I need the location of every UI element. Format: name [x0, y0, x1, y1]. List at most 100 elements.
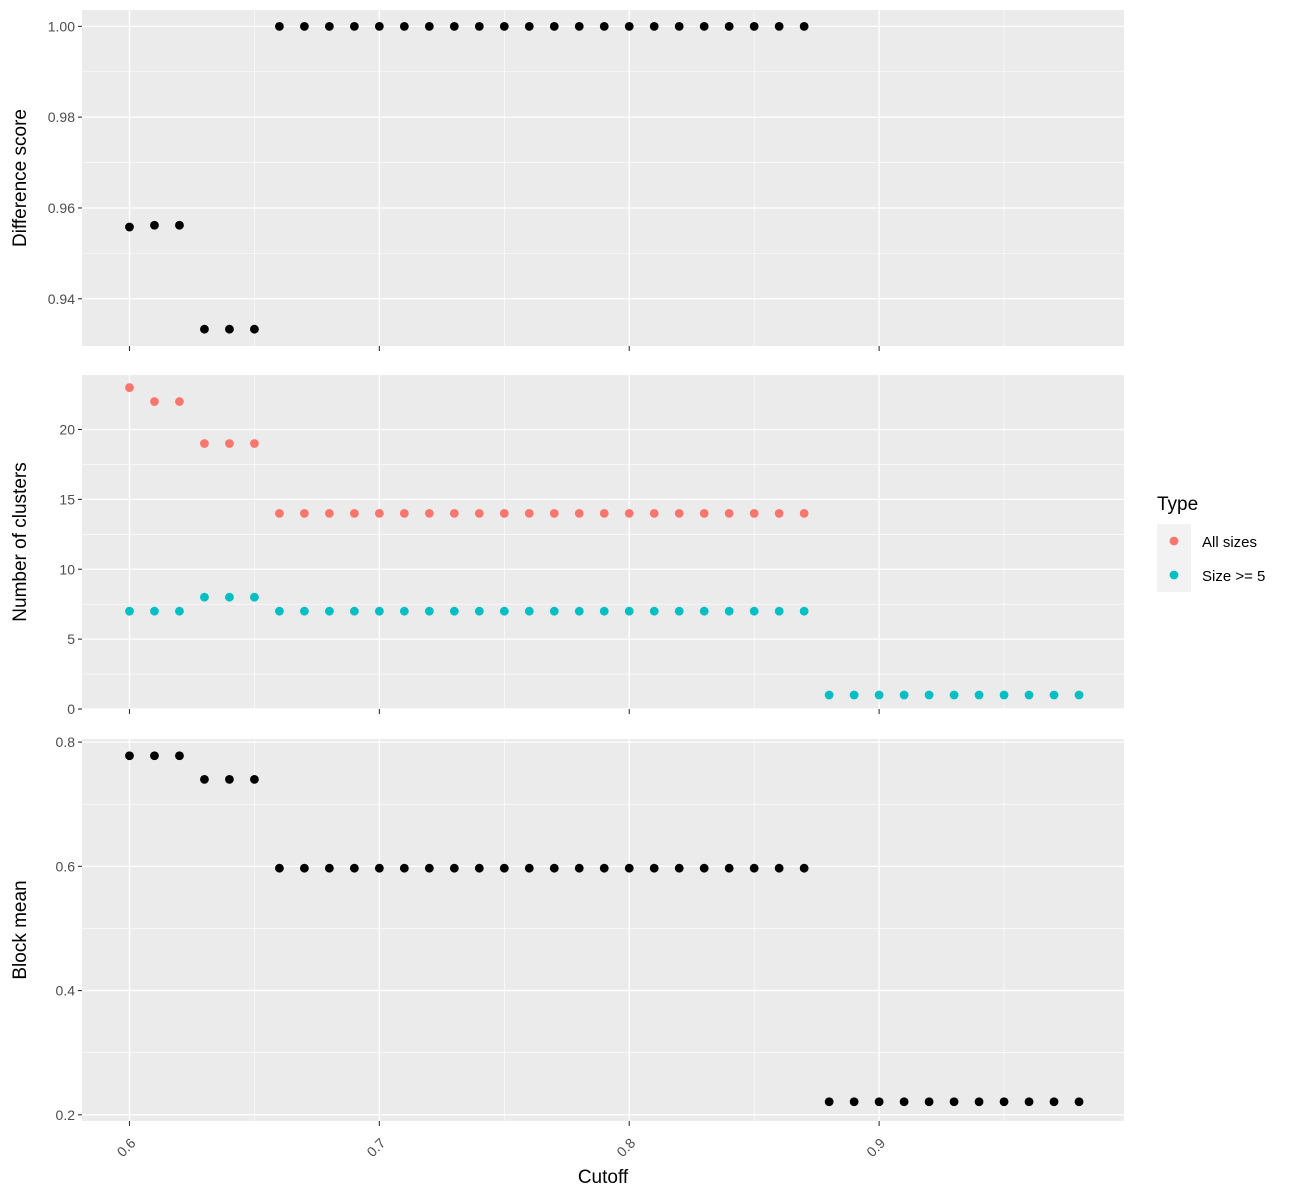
y-tick-label: 1.00	[48, 18, 75, 34]
data-point	[624, 21, 634, 31]
data-point	[299, 606, 309, 616]
data-point	[424, 863, 434, 873]
data-point	[549, 508, 559, 518]
data-point	[125, 222, 134, 232]
y-tick-label: 0.4	[56, 983, 76, 999]
data-point	[824, 1097, 834, 1107]
data-point	[1024, 1097, 1034, 1107]
data-point	[499, 508, 509, 518]
data-point	[724, 508, 734, 518]
data-point	[974, 1097, 984, 1107]
data-point	[474, 863, 484, 873]
data-point	[774, 863, 784, 873]
data-point	[799, 606, 809, 616]
panel-background	[82, 739, 1124, 1121]
data-point	[574, 606, 584, 616]
data-point	[624, 508, 634, 518]
data-point	[974, 690, 984, 700]
data-point	[474, 21, 484, 31]
x-axis: 0.6 0.7 0.8 0.9	[114, 1135, 889, 1160]
series-clusters-0	[125, 383, 809, 518]
data-point	[150, 397, 159, 406]
data-point	[924, 690, 934, 700]
data-point	[849, 690, 859, 700]
data-point	[324, 606, 334, 616]
x-axis-title: Cutoff	[578, 1167, 629, 1188]
data-point	[649, 863, 659, 873]
data-point	[574, 863, 584, 873]
data-point	[1049, 1097, 1059, 1107]
data-point	[275, 863, 284, 873]
data-point	[250, 324, 259, 334]
data-point	[524, 606, 534, 616]
y-tick-label: 0.94	[48, 291, 75, 307]
legend: Type All sizes Size >= 5	[1157, 494, 1265, 592]
data-point	[599, 606, 609, 616]
data-point	[125, 606, 134, 616]
y-tick-label: 20	[59, 422, 75, 438]
y-tick-label: 0	[67, 701, 75, 717]
x-tick-label: 0.8	[613, 1135, 638, 1160]
data-point	[225, 592, 234, 602]
data-point	[125, 383, 134, 392]
data-point	[774, 508, 784, 518]
data-point	[175, 751, 184, 761]
data-point	[549, 21, 559, 31]
data-point	[324, 863, 334, 873]
data-point	[874, 690, 884, 700]
data-point	[674, 21, 684, 31]
data-point	[399, 508, 409, 518]
data-point	[599, 508, 609, 518]
data-point	[949, 1097, 959, 1107]
data-point	[699, 21, 709, 31]
data-point	[175, 606, 184, 616]
data-point	[349, 606, 359, 616]
series-clusters-1	[125, 592, 1084, 700]
y-tick-label: 0.8	[56, 734, 76, 750]
data-point	[549, 606, 559, 616]
data-point	[200, 324, 209, 334]
data-point	[899, 690, 909, 700]
data-point	[399, 863, 409, 873]
data-point	[1074, 1097, 1084, 1107]
data-point	[200, 439, 209, 448]
y-tick-label: 0.96	[48, 200, 75, 216]
data-point	[449, 606, 459, 616]
data-point	[374, 863, 384, 873]
data-point	[225, 324, 234, 334]
series-difference-0	[125, 21, 809, 334]
panel-difference: 0.94 0.96 0.98 1.00 Difference score	[10, 10, 1124, 351]
data-point	[399, 606, 409, 616]
data-point	[649, 21, 659, 31]
panel-clusters: 0 5 10 15 20 Number of clusters	[10, 375, 1124, 717]
data-point	[275, 508, 284, 518]
data-point	[424, 21, 434, 31]
y-axis-title: Block mean	[10, 880, 31, 979]
data-point	[724, 21, 734, 31]
data-point	[699, 508, 709, 518]
y-tick-label: 0.6	[56, 858, 76, 874]
data-point	[899, 1097, 909, 1107]
data-point	[150, 751, 159, 761]
data-point	[175, 397, 184, 406]
x-tick-label: 0.9	[863, 1135, 888, 1160]
data-point	[449, 863, 459, 873]
series-blockmean-0	[125, 751, 1084, 1107]
x-tick-label: 0.6	[114, 1135, 139, 1160]
data-point	[150, 220, 159, 230]
data-point	[649, 606, 659, 616]
data-point	[424, 606, 434, 616]
legend-label: Size >= 5	[1202, 568, 1265, 585]
data-point	[674, 863, 684, 873]
y-tick-label: 10	[59, 561, 75, 577]
data-point	[799, 21, 809, 31]
data-point	[699, 863, 709, 873]
data-point	[299, 508, 309, 518]
data-point	[499, 606, 509, 616]
legend-item: All sizes	[1157, 524, 1257, 558]
data-point	[599, 21, 609, 31]
data-point	[924, 1097, 934, 1107]
data-point	[999, 1097, 1009, 1107]
legend-label: All sizes	[1202, 534, 1257, 551]
data-point	[749, 508, 759, 518]
